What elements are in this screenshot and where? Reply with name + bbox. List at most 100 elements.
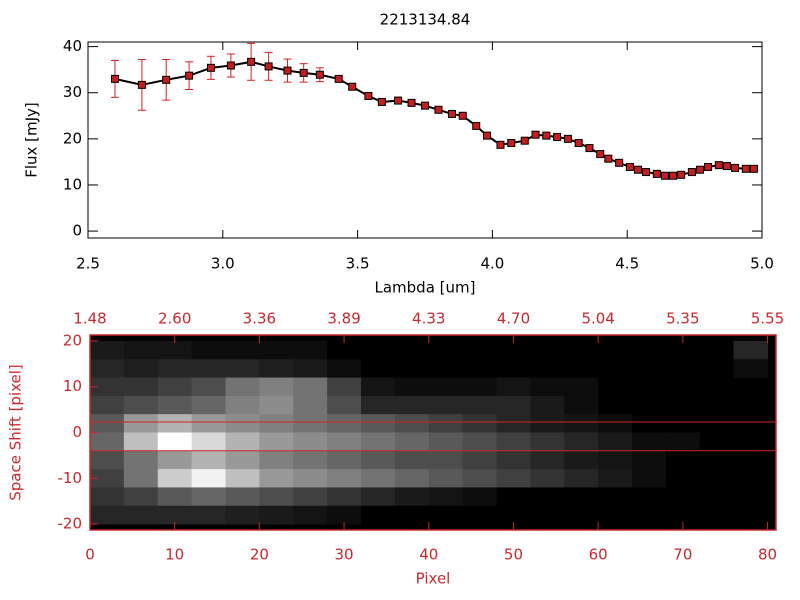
heatmap-cell: [123, 505, 159, 525]
heatmap-cell: [530, 487, 565, 507]
heatmap-cell: [665, 487, 701, 507]
heatmap-cell: [191, 505, 227, 525]
heatmap-cell: [225, 395, 260, 415]
data-point: [472, 121, 481, 130]
heatmap-cell: [90, 414, 125, 433]
data-point: [731, 163, 740, 172]
heatmap-cell: [361, 450, 396, 470]
heatmap-cell: [157, 505, 193, 525]
heatmap-cell: [733, 450, 769, 470]
data-point: [652, 169, 661, 178]
heatmap-cell: [394, 377, 430, 397]
heatmap-cell: [530, 340, 565, 360]
heatmap-cell: [665, 377, 701, 397]
heatmap-cell: [157, 432, 193, 452]
data-point: [348, 82, 357, 91]
heatmap-cell: [259, 469, 294, 488]
x2-tick-label: 5.55: [751, 310, 784, 328]
y-tick-label: -10: [58, 469, 83, 487]
heatmap-cell: [259, 340, 294, 360]
heatmap-cell: [632, 359, 667, 379]
heatmap-cell: [428, 395, 464, 415]
heatmap-cell: [259, 359, 294, 379]
heatmap-cell: [733, 359, 769, 379]
data-point: [714, 161, 723, 170]
heatmap-cell: [428, 450, 464, 470]
data-point: [585, 144, 594, 153]
heatmap-cell: [361, 469, 396, 488]
heatmap-cell: [123, 377, 159, 397]
x2-tick-label: 5.35: [666, 310, 699, 328]
heatmap-cell: [564, 395, 599, 415]
heatmap-cell: [361, 395, 396, 415]
heatmap-cell: [293, 469, 328, 488]
heatmap-cell: [598, 450, 633, 470]
data-point: [162, 75, 171, 84]
heatmap-cell: [259, 487, 294, 507]
y-tick-label: 10: [63, 175, 82, 193]
data-point: [642, 168, 651, 177]
heatmap-cell: [225, 340, 260, 360]
heatmap-cell: [225, 359, 260, 379]
data-point: [633, 165, 642, 174]
heatmap-cell: [394, 359, 430, 379]
heatmap-cell: [699, 450, 735, 470]
heatmap-cell: [462, 377, 498, 397]
heatmap-cell: [90, 359, 125, 379]
x-tick-label: 10: [165, 546, 184, 564]
y-axis-label: Flux [mJy]: [23, 102, 41, 178]
data-point: [458, 111, 467, 120]
data-point: [483, 131, 492, 140]
heatmap-cell: [123, 432, 159, 452]
heatmap-cell: [361, 432, 396, 452]
heatmap-cell: [462, 450, 498, 470]
heatmap-cell: [733, 377, 769, 397]
heatmap-cell: [428, 505, 464, 525]
heatmap-cell: [327, 505, 362, 525]
heatmap-cell: [598, 505, 633, 525]
heatmap-cell: [564, 487, 599, 507]
heatmap-cell: [90, 340, 125, 360]
heatmap-cell: [361, 487, 396, 507]
plot-frame: [87, 41, 763, 239]
heatmap-cell: [293, 505, 328, 525]
heatmap-cell: [462, 469, 498, 488]
heatmap-cell: [632, 469, 667, 488]
heatmap-cell: [632, 340, 667, 360]
heatmap-cell: [90, 432, 125, 452]
heatmap-cell: [394, 414, 430, 433]
heatmap-cell: [462, 487, 498, 507]
heatmap-cell: [428, 359, 464, 379]
data-point: [283, 66, 292, 75]
x-tick-label: 40: [419, 546, 438, 564]
data-point: [520, 136, 529, 145]
y-axis-label: Space Shift [pixel]: [7, 364, 25, 501]
heatmap-cell: [699, 469, 735, 488]
data-point: [447, 109, 456, 118]
data-point: [407, 98, 416, 107]
heatmap-cell: [598, 395, 633, 415]
data-point: [394, 96, 403, 105]
heatmap-cell: [598, 469, 633, 488]
heatmap-cell: [733, 340, 769, 360]
heatmap-cell: [157, 377, 193, 397]
heatmap-cell: [394, 340, 430, 360]
heatmap-cell: [191, 377, 227, 397]
heatmap-cell: [225, 487, 260, 507]
heatmap-cell: [157, 450, 193, 470]
y-tick-label: 0: [72, 222, 82, 240]
data-point: [553, 133, 562, 142]
heatmap-cell: [361, 414, 396, 433]
heatmap-cell: [394, 432, 430, 452]
heatmap-cell: [90, 395, 125, 415]
heatmap-cell: [496, 359, 531, 379]
heatmap-cell: [564, 414, 599, 433]
heatmap-cell: [361, 505, 396, 525]
heatmap-cell: [394, 395, 430, 415]
data-point: [421, 101, 429, 110]
heatmap-cell: [225, 469, 260, 488]
heatmap-cell: [598, 432, 633, 452]
heatmap-cell: [259, 414, 294, 433]
heatmap-cell: [123, 487, 159, 507]
